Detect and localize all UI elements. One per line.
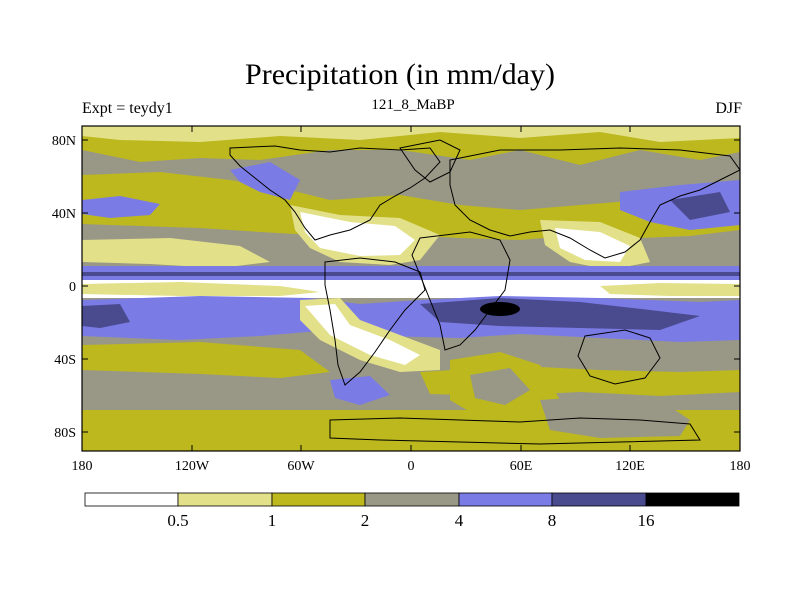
colorbar-swatch [458, 492, 553, 507]
y-tick-label: 40N [52, 207, 76, 222]
figure-title: Precipitation (in mm/day) [245, 58, 555, 91]
x-tick-label: 120W [175, 459, 210, 474]
colorbar-swatch [645, 492, 740, 507]
colorbar-label: 0.5 [167, 511, 188, 530]
experiment-label: Expt = teydy1 [82, 100, 173, 117]
season-label: DJF [715, 100, 742, 117]
colorbar-swatch [177, 492, 273, 507]
y-tick-label: 80N [52, 134, 76, 149]
x-tick-label: 180 [72, 459, 93, 474]
colorbar-swatch [271, 492, 366, 507]
x-tick-label: 120E [615, 459, 645, 474]
y-tick-label: 0 [69, 280, 76, 295]
colorbar-swatch [551, 492, 647, 507]
y-axis: 80N 40N 0 40S 80S [52, 134, 740, 441]
colorbar-swatch [84, 492, 179, 507]
y-tick-label: 80S [54, 426, 76, 441]
coastlines [229, 139, 740, 445]
y-tick-label: 40S [54, 353, 76, 368]
colorbar-label: 16 [638, 511, 655, 530]
colorbar-label: 4 [455, 511, 464, 530]
colorbar-swatch [364, 492, 460, 507]
x-axis: 180 120W 60W 0 60E 120E 180 [72, 126, 751, 474]
x-tick-label: 0 [408, 459, 415, 474]
period-label: 121_8_MaBP [371, 97, 455, 113]
x-tick-label: 60E [510, 459, 533, 474]
x-tick-label: 180 [730, 459, 751, 474]
colorbar-label: 8 [548, 511, 557, 530]
precip-field [82, 126, 740, 451]
x-tick-label: 60W [287, 459, 315, 474]
colorbar-label: 2 [361, 511, 370, 530]
colorbar: 0.5 1 2 4 8 16 [84, 492, 740, 530]
colorbar-label: 1 [268, 511, 277, 530]
